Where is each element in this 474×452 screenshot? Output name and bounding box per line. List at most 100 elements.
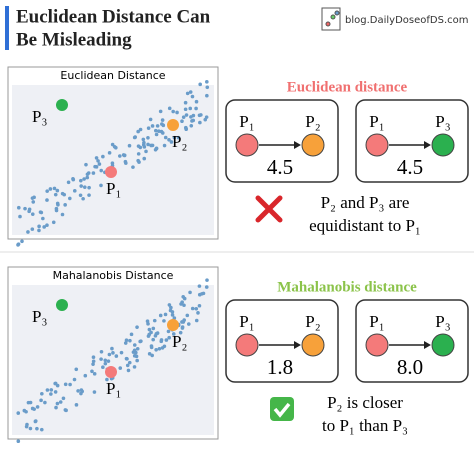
scatter-point — [148, 117, 153, 122]
scatter-point — [63, 203, 67, 207]
scatter-point — [158, 109, 163, 114]
scatter-point — [181, 115, 186, 119]
scatter-point — [45, 189, 49, 193]
scatter-point — [196, 311, 200, 315]
title: Be Misleading — [16, 29, 132, 50]
plot-area — [12, 85, 214, 235]
scatter-point — [124, 356, 129, 361]
scatter-point — [82, 185, 87, 189]
scatter-point — [99, 349, 104, 354]
scatter-point — [35, 426, 39, 431]
scatter-point — [91, 171, 96, 175]
arrow-head — [424, 141, 431, 149]
check-icon — [270, 397, 294, 421]
scatter-point — [90, 369, 94, 374]
scatter-point — [180, 119, 184, 124]
to-label: P₂ — [305, 112, 320, 131]
distance-value: 4.5 — [267, 155, 293, 179]
scatter-point — [64, 408, 68, 413]
scatter-point — [138, 339, 142, 344]
scatter-point — [119, 350, 124, 355]
scatter-point — [82, 177, 86, 181]
scatter-point — [204, 285, 209, 289]
from-label: P₁ — [369, 312, 384, 331]
scatter-point — [183, 107, 188, 112]
scatter-point — [180, 300, 184, 304]
scatter-point — [154, 347, 158, 352]
scatter-point — [41, 216, 45, 221]
scatter-point — [105, 377, 109, 382]
scatter-point — [85, 172, 90, 177]
scatter-point — [20, 239, 24, 244]
scatter-point — [146, 142, 150, 147]
scatter-point — [79, 184, 83, 188]
scatter-point — [162, 143, 167, 148]
scatter-point — [150, 124, 155, 128]
scatter-point — [53, 192, 58, 197]
scatter-point — [125, 363, 130, 368]
scatter-point — [18, 214, 22, 219]
scatter-point — [163, 135, 168, 140]
conclusion: equidistant to P₁ — [309, 216, 421, 235]
scatter-point — [48, 187, 53, 191]
scatter-point — [181, 294, 185, 299]
arrow-head — [294, 341, 301, 349]
scatter-point — [153, 128, 158, 133]
scatter-point — [150, 353, 154, 358]
scatter-point — [118, 366, 123, 370]
scatter-point — [160, 346, 165, 350]
scatter-point — [205, 278, 209, 282]
scatter-point — [166, 329, 171, 334]
scatter-point — [155, 124, 160, 128]
point-p2 — [167, 119, 179, 131]
scatter-point — [183, 125, 188, 130]
scatter-point — [49, 388, 54, 392]
scatter-point — [94, 156, 99, 160]
plot-title: Mahalanobis Distance — [53, 269, 174, 282]
scatter-point — [185, 313, 190, 318]
point-label: P₃ — [32, 307, 47, 326]
scatter-point — [168, 308, 173, 313]
scatter-point — [99, 183, 103, 188]
scatter-point — [16, 439, 21, 444]
scatter-point — [16, 411, 21, 415]
scatter-point — [197, 303, 202, 308]
scatter-point — [79, 178, 83, 183]
scatter-point — [79, 391, 83, 396]
arrow-head — [424, 341, 431, 349]
scatter-point — [183, 100, 188, 105]
scatter-point — [144, 149, 148, 154]
scatter-point — [159, 339, 164, 344]
from-label: P₁ — [239, 112, 254, 131]
scatter-point — [190, 119, 194, 123]
scatter-point — [124, 161, 128, 165]
scatter-point — [171, 332, 176, 336]
scatter-point — [72, 189, 77, 193]
scatter-point — [37, 224, 41, 229]
scatter-point — [114, 354, 119, 358]
scatter-point — [23, 206, 27, 211]
scatter-point — [38, 210, 43, 214]
scatter-point — [42, 225, 46, 229]
scatter-point — [62, 192, 67, 197]
scatter-point — [39, 398, 43, 403]
scatter-point — [103, 358, 108, 363]
scatter-point — [45, 388, 50, 392]
scatter-point — [190, 306, 195, 311]
scatter-point — [175, 110, 179, 115]
scatter-point — [60, 212, 65, 217]
scatter-point — [91, 359, 96, 364]
cross-icon — [255, 195, 283, 223]
scatter-point — [164, 338, 169, 342]
point-p3 — [56, 99, 68, 111]
to-label: P₃ — [435, 112, 450, 131]
scatter-point — [66, 180, 71, 185]
scatter-point — [24, 409, 28, 414]
scatter-point — [184, 113, 189, 117]
scatter-point — [160, 131, 165, 135]
scatter-point — [84, 162, 88, 167]
scatter-point — [33, 419, 38, 424]
point-p1 — [105, 366, 117, 378]
scatter-point — [32, 195, 36, 200]
